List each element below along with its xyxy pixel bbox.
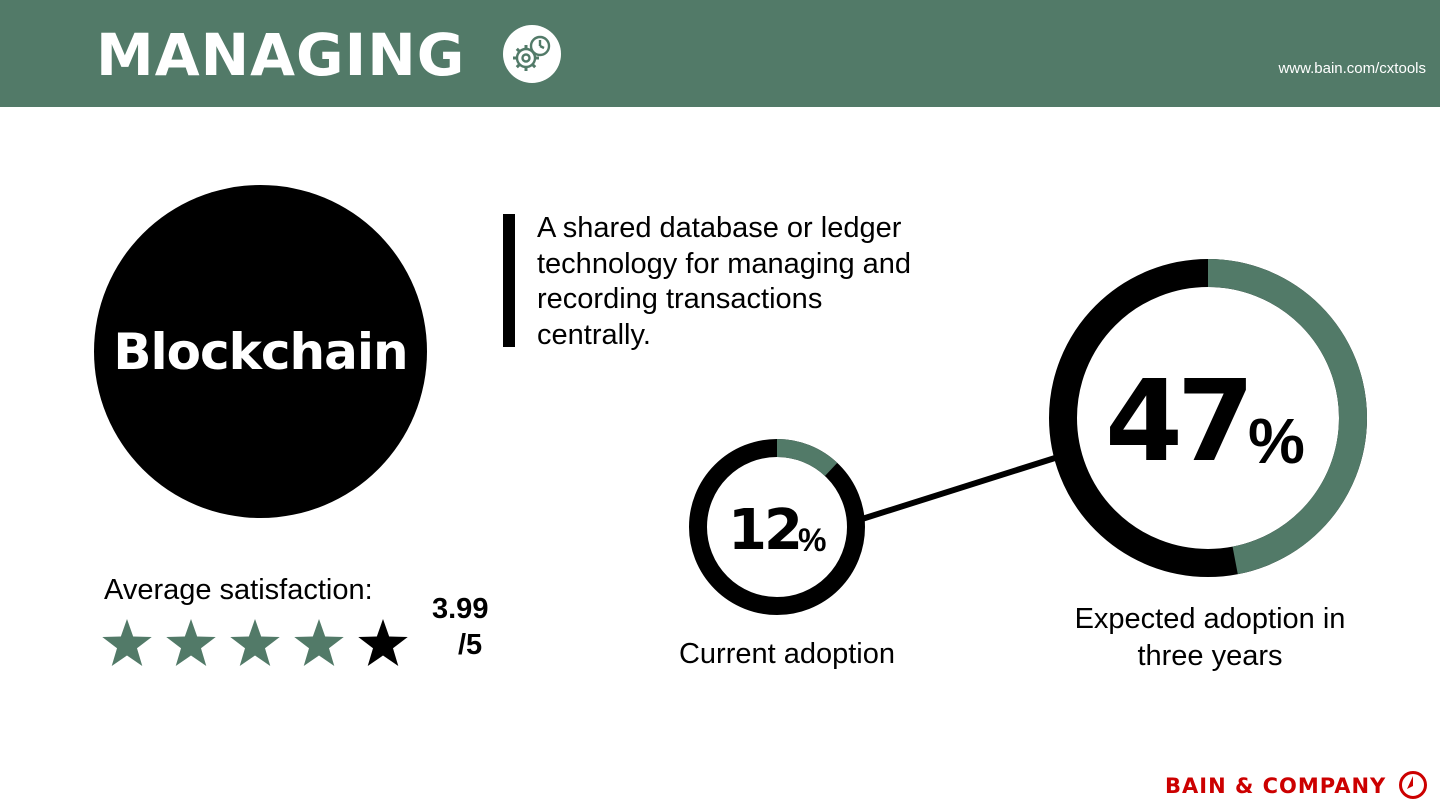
page-title: MANAGING [96,21,466,89]
description-bar [503,214,515,347]
star-icon [166,619,216,667]
star-icon [358,619,408,667]
gear-clock-icon [503,25,561,83]
topic-description: A shared database or ledger technology f… [537,212,912,351]
satisfaction-score: 3.99 [432,593,489,625]
connector-line [861,455,1056,522]
current-adoption-value: 12 [728,498,803,563]
topic-name: Blockchain [113,322,408,381]
star-icon [230,619,280,667]
expected-adoption-value: 47 [1105,357,1255,487]
expected-adoption-arc [1207,259,1367,575]
satisfaction-label: Average satisfaction: [104,574,373,606]
satisfaction-max: /5 [458,629,483,661]
header-banner: MANAGING www.bain.com/cxtools [0,0,1440,107]
expected-adoption-percent-sign: % [1248,405,1305,477]
star-icon [102,619,152,667]
current-adoption-label: Current adoption [678,638,896,670]
expected-adoption-label: Expected adoption in three years [1074,603,1346,672]
brand-name: BAIN & COMPANY [1165,774,1387,798]
bain-logo-icon [1399,771,1427,799]
topic-circle: Blockchain [94,185,427,518]
star-icon [294,619,344,667]
current-adoption-percent-sign: % [798,522,827,558]
current-adoption-arc [776,439,838,477]
source-url: www.bain.com/cxtools [1278,60,1426,77]
satisfaction-stars [102,619,408,667]
